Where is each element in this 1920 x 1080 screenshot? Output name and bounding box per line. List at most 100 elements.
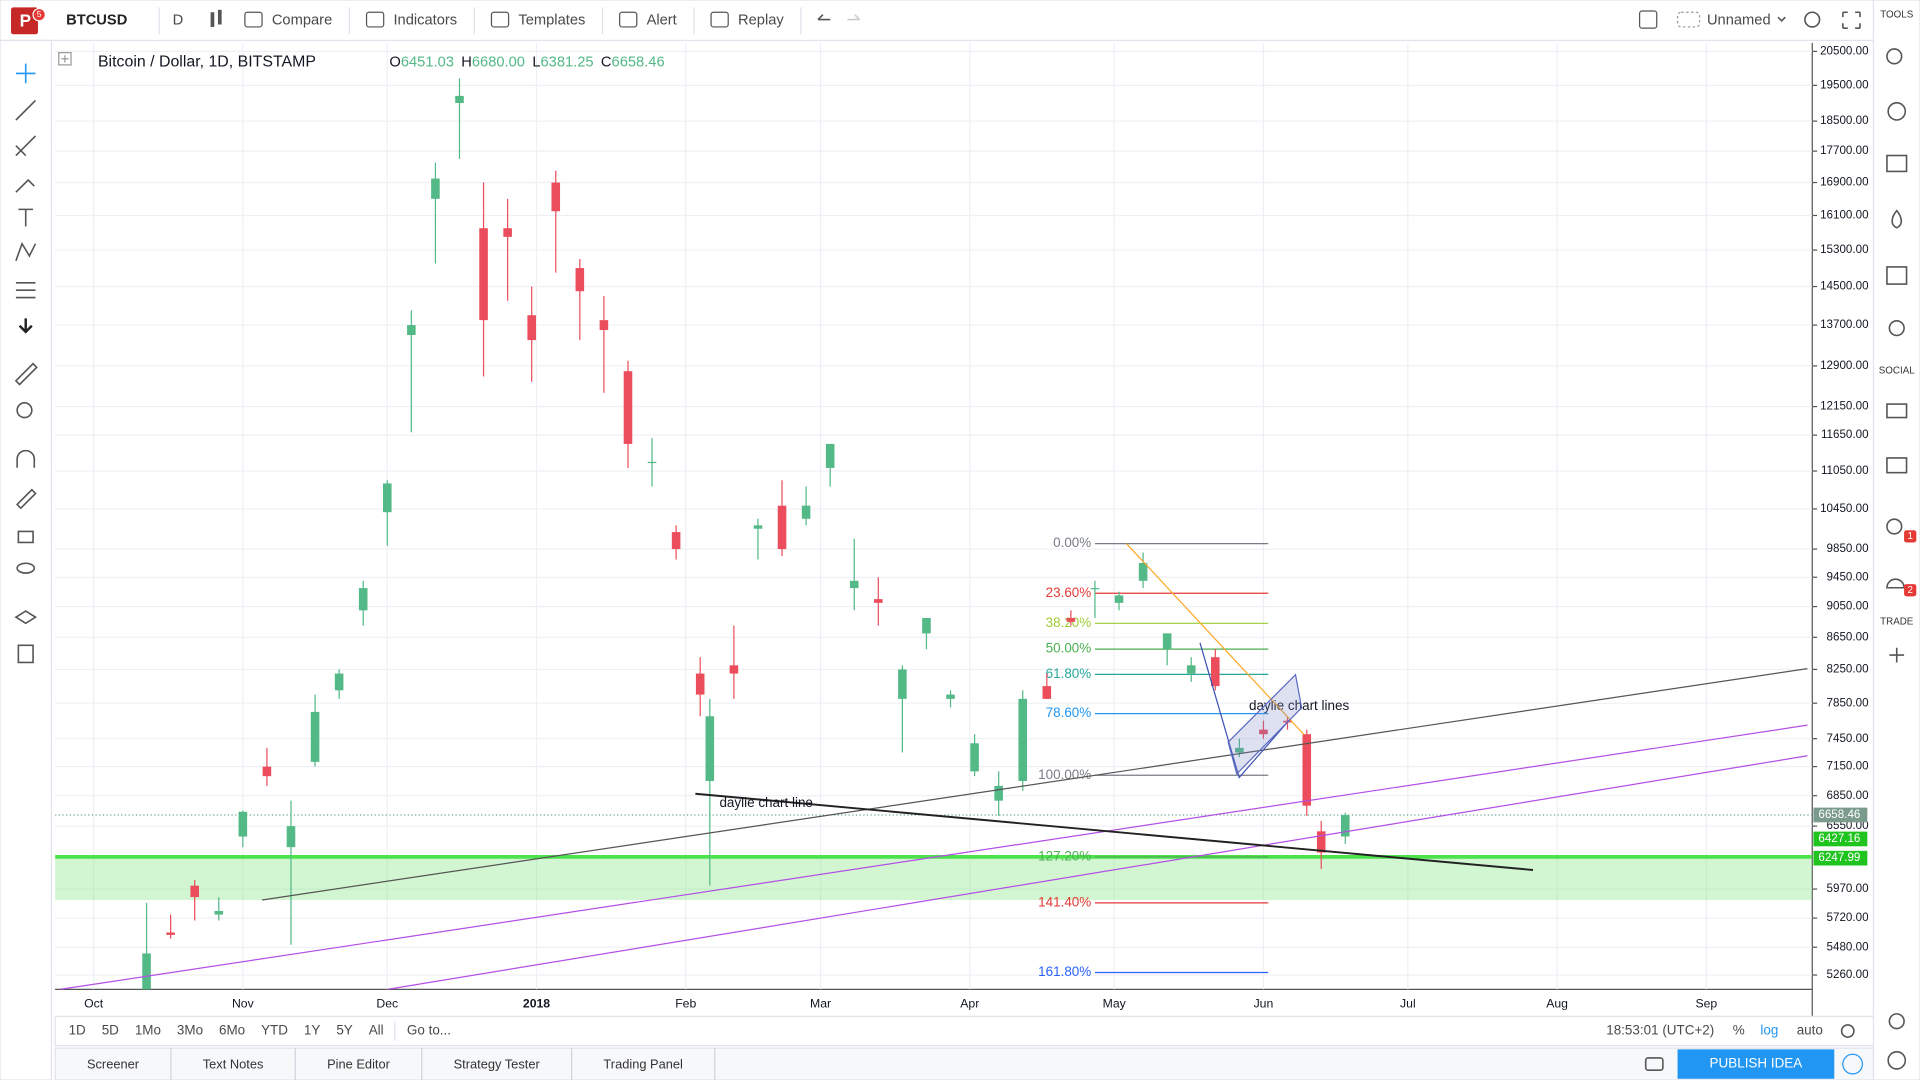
range-button[interactable]: All — [369, 1023, 384, 1038]
top-toolbar: P 5 BTCUSD D Compare Indicators Templates A… — [0, 0, 1920, 42]
ohlc-value: 6680.00 — [472, 54, 525, 70]
y-tick-label: 14500.00 — [1820, 280, 1869, 293]
layout-icon[interactable] — [1638, 10, 1658, 29]
candle-body — [801, 505, 811, 519]
tab-label[interactable]: Strategy Tester — [454, 1057, 541, 1072]
tab: Screener — [87, 1048, 172, 1080]
svg-text:P: P — [20, 11, 31, 31]
tab: Pine Editor — [327, 1048, 423, 1080]
y-tick-label: 5260.00 — [1827, 968, 1870, 981]
candle-body — [334, 673, 344, 691]
range-button[interactable]: YTD — [261, 1023, 288, 1038]
y-tick-label: 5480.00 — [1827, 940, 1870, 953]
toolbar-item[interactable]: Compare — [272, 13, 332, 29]
candle-body — [455, 95, 464, 104]
x-tick-label: Jun — [1254, 996, 1274, 1010]
toolbar-icon — [244, 11, 263, 28]
range-button[interactable]: 5D — [102, 1023, 119, 1038]
range-button[interactable]: 6Mo — [219, 1023, 245, 1038]
trend-line — [387, 755, 1808, 990]
logo[interactable] — [11, 7, 38, 35]
range-button[interactable]: 1Y — [304, 1023, 320, 1038]
y-tick-label: 7450.00 — [1827, 732, 1870, 745]
toolbar-item[interactable]: Indicators — [393, 13, 457, 29]
candle-body — [1235, 747, 1244, 753]
fib-label: 78.60% — [1046, 705, 1092, 720]
badge — [1904, 530, 1917, 543]
candle-body — [1316, 831, 1326, 853]
collapse-icon[interactable] — [1842, 1053, 1864, 1075]
y-tick-label: 11050.00 — [1821, 464, 1869, 477]
y-tick-label: 12900.00 — [1820, 359, 1869, 372]
candle-body — [1211, 657, 1220, 687]
candle-body — [310, 711, 320, 762]
toolbar-icon — [710, 11, 729, 28]
candle-body — [286, 826, 296, 848]
candle-body — [994, 785, 1003, 801]
range-button[interactable]: 1Mo — [135, 1023, 161, 1038]
x-tick-label: Sep — [1695, 996, 1717, 1010]
ohlc-key: C — [601, 54, 612, 70]
y-tick-label: 16100.00 — [1820, 209, 1869, 222]
scale-option[interactable]: auto — [1797, 1023, 1823, 1038]
range-button[interactable]: 3Mo — [177, 1023, 203, 1038]
candle-body — [166, 932, 175, 935]
y-tick-label: 8250.00 — [1827, 663, 1870, 676]
toolbar-icon — [365, 11, 385, 28]
toolbar-item[interactable]: Replay — [738, 13, 784, 29]
candle-body — [190, 885, 199, 898]
candle-body — [1066, 617, 1076, 622]
publish-label[interactable]: PUBLISH IDEA — [1710, 1056, 1803, 1071]
layout-name[interactable]: Unnamed — [1707, 13, 1771, 29]
ohlc-key: H — [461, 54, 472, 70]
range-bar: 1D 5D 1Mo 3Mo 6Mo YTD 1Y 5Y All Go to... 18:53:01 … — [54, 1015, 1875, 1047]
price-tag-label: 6658.46 — [1818, 808, 1860, 821]
candle-body — [479, 228, 488, 321]
clock: 18:53:01 (UTC+2) — [1606, 1023, 1714, 1038]
tab-label[interactable]: Pine Editor — [327, 1057, 391, 1072]
tab-label[interactable]: Trading Panel — [603, 1057, 683, 1072]
candle-body — [1186, 665, 1196, 674]
candle-body — [214, 911, 224, 915]
candle-body — [695, 673, 705, 695]
symbol[interactable]: BTCUSD — [66, 13, 127, 29]
fib-label: 141.40% — [1038, 894, 1091, 909]
y-tick-label: 17700.00 — [1820, 144, 1869, 157]
chart-legend: Bitcoin / Dollar, 1D, BITSTAMP O6451.03 H… — [58, 52, 665, 71]
redo-icon[interactable] — [847, 14, 861, 21]
price-tag-label: 6427.16 — [1818, 832, 1860, 845]
publish-button[interactable] — [1677, 1049, 1835, 1079]
y-tick-label: 9850.00 — [1827, 542, 1870, 555]
toolbar-item[interactable]: Templates — [518, 13, 585, 29]
x-tick-label: 2018 — [523, 996, 550, 1010]
candle-body — [825, 443, 835, 468]
tab-label[interactable]: Text Notes — [203, 1057, 264, 1072]
y-tick-label: 20500.00 — [1820, 44, 1869, 57]
goto-button[interactable]: Go to... — [407, 1023, 451, 1038]
candle-body — [503, 228, 512, 237]
undo-icon[interactable] — [817, 14, 831, 21]
scale-option[interactable]: % — [1733, 1023, 1745, 1038]
snapshot-icon[interactable] — [1644, 1057, 1664, 1071]
support-zone — [55, 856, 1813, 900]
candle-body — [1340, 814, 1350, 837]
candle-body — [623, 371, 633, 444]
scale-option[interactable]: log — [1760, 1023, 1778, 1038]
tab-label[interactable]: Screener — [87, 1057, 140, 1072]
candle-body — [753, 525, 763, 529]
x-tick-label: Apr — [960, 996, 979, 1010]
axis-settings[interactable] — [1840, 1024, 1855, 1038]
y-tick-label: 19500.00 — [1820, 78, 1869, 91]
interval[interactable]: D — [173, 13, 184, 29]
y-tick-label: 9450.00 — [1827, 570, 1870, 583]
settings-icon[interactable] — [1804, 11, 1821, 28]
range-button[interactable]: 5Y — [336, 1023, 352, 1038]
x-tick-label: Jul — [1400, 996, 1416, 1010]
toolbar-icon — [490, 11, 510, 28]
range-button[interactable]: 1D — [69, 1023, 86, 1038]
candle-body — [946, 694, 955, 699]
candle-body — [358, 588, 368, 611]
candle-body — [431, 178, 440, 199]
y-tick-label: 7150.00 — [1827, 760, 1870, 773]
toolbar-item[interactable]: Alert — [647, 13, 677, 29]
